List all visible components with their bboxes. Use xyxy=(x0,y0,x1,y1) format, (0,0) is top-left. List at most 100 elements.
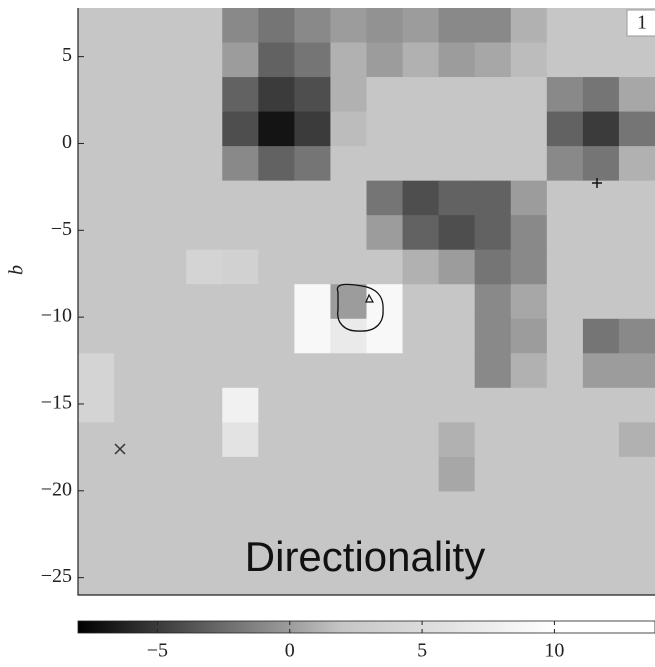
cell xyxy=(403,457,440,492)
cell xyxy=(222,250,259,285)
cell xyxy=(114,491,151,526)
cell xyxy=(294,250,331,285)
cell xyxy=(78,77,115,112)
cell xyxy=(150,146,187,181)
cell xyxy=(186,215,223,250)
cell xyxy=(330,146,367,181)
cell xyxy=(439,422,476,457)
cell xyxy=(475,457,512,492)
cell xyxy=(475,43,512,78)
cell xyxy=(150,43,187,78)
cell xyxy=(186,491,223,526)
cell xyxy=(583,43,620,78)
cell xyxy=(222,284,259,319)
cell xyxy=(619,181,655,216)
cell xyxy=(619,388,655,423)
cell xyxy=(439,250,476,285)
cell xyxy=(547,43,584,78)
cell xyxy=(330,181,367,216)
cell xyxy=(330,8,367,43)
cell xyxy=(367,8,404,43)
cell xyxy=(511,457,548,492)
cell xyxy=(222,457,259,492)
cell xyxy=(583,560,620,595)
cell xyxy=(222,319,259,354)
cell xyxy=(258,353,295,388)
cell xyxy=(403,8,440,43)
cell xyxy=(547,457,584,492)
cell xyxy=(403,353,440,388)
cell xyxy=(114,43,151,78)
cell xyxy=(511,388,548,423)
cell xyxy=(186,112,223,147)
cell xyxy=(78,422,115,457)
cell xyxy=(150,353,187,388)
cell xyxy=(150,8,187,43)
cell xyxy=(583,250,620,285)
cell xyxy=(619,250,655,285)
cell xyxy=(258,215,295,250)
y-tick-label: −15 xyxy=(41,392,72,414)
cell xyxy=(330,491,367,526)
cell xyxy=(511,491,548,526)
cell xyxy=(511,422,548,457)
cell xyxy=(511,181,548,216)
cell xyxy=(439,146,476,181)
cell xyxy=(511,319,548,354)
cell xyxy=(475,146,512,181)
cell xyxy=(330,388,367,423)
cell xyxy=(583,77,620,112)
cell xyxy=(511,146,548,181)
cell xyxy=(114,8,151,43)
cell xyxy=(150,250,187,285)
cell xyxy=(78,319,115,354)
cell xyxy=(222,181,259,216)
cell xyxy=(258,491,295,526)
cell xyxy=(439,457,476,492)
cell xyxy=(403,422,440,457)
cell xyxy=(547,77,584,112)
cell xyxy=(619,526,655,561)
cell xyxy=(439,181,476,216)
cell xyxy=(439,491,476,526)
y-tick-label: −10 xyxy=(41,305,72,327)
cell xyxy=(150,77,187,112)
cell xyxy=(547,181,584,216)
cell xyxy=(78,284,115,319)
cell xyxy=(114,112,151,147)
cell xyxy=(150,388,187,423)
cell xyxy=(222,77,259,112)
cell xyxy=(150,181,187,216)
cell xyxy=(583,8,620,43)
cell xyxy=(511,284,548,319)
cell xyxy=(186,319,223,354)
cell xyxy=(150,284,187,319)
cell xyxy=(222,146,259,181)
cell xyxy=(439,319,476,354)
cell xyxy=(367,422,404,457)
cell xyxy=(186,526,223,561)
cell xyxy=(367,43,404,78)
cell xyxy=(367,215,404,250)
cell xyxy=(78,8,115,43)
cell xyxy=(619,77,655,112)
colorbar-tick-label: 10 xyxy=(544,640,564,662)
cell xyxy=(547,388,584,423)
cell xyxy=(186,8,223,43)
cell xyxy=(583,319,620,354)
cell xyxy=(258,8,295,43)
cell xyxy=(258,319,295,354)
cell xyxy=(439,43,476,78)
cell xyxy=(330,215,367,250)
cell xyxy=(222,388,259,423)
cell xyxy=(403,284,440,319)
cell xyxy=(330,250,367,285)
cell xyxy=(583,112,620,147)
cell xyxy=(114,422,151,457)
cell xyxy=(114,388,151,423)
cell xyxy=(511,250,548,285)
cell xyxy=(294,112,331,147)
y-tick-label: −5 xyxy=(51,218,72,240)
cell xyxy=(258,77,295,112)
cell xyxy=(619,560,655,595)
